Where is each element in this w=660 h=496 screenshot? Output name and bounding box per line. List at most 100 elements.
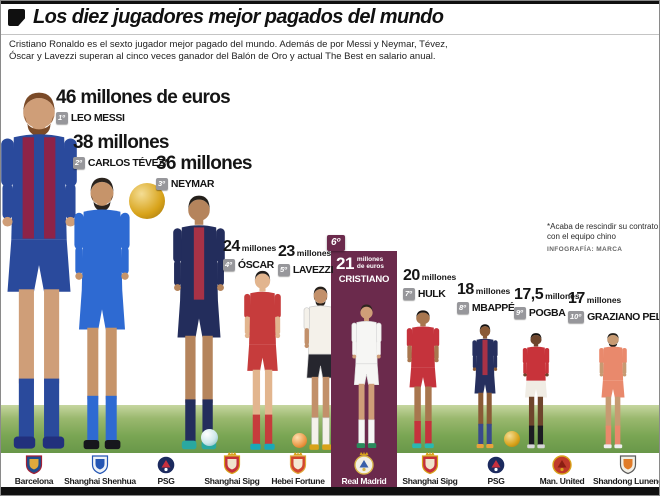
header: Los diez jugadores mejor pagados del mun… (1, 4, 659, 34)
salary-unit: millones de euros (356, 256, 385, 270)
rank-badge: 5º (278, 264, 290, 276)
club-name: PSG (157, 476, 175, 486)
man-united-crest-icon (551, 452, 573, 475)
club-name: PSG (487, 476, 505, 486)
salary-unit: millones (586, 295, 622, 305)
club-cell-barcelona: Barcelona (1, 453, 67, 489)
real-madrid-crest-icon (353, 451, 375, 475)
player-name: MBAPPÉ (471, 302, 515, 314)
rank-badge: 2º (73, 157, 85, 169)
club-cell-shandong-luneng: Shandong Luneng (592, 452, 660, 489)
player-figure-4 (232, 269, 293, 451)
salary-label-tevez: 38 millones 2º CARLOS TÉVEZ* (73, 132, 170, 169)
hebei-fortune-crest-icon (287, 451, 309, 475)
infographic-credit: INFOGRAFÍA: MARCA (547, 246, 623, 253)
club-cell-shanghai-shenhua: Shanghai Shenhua (64, 452, 136, 489)
rank-badge: 3º (156, 178, 168, 190)
salary-label-hulk: 20 millones 7º HULK (403, 267, 456, 300)
rank-badge: 9º (514, 307, 526, 319)
player-name: LAVEZZI (292, 264, 334, 276)
player-name: NEYMAR (170, 178, 215, 190)
club-strip: Barcelona Shanghai Shenhua PSG Shanghai … (1, 451, 660, 489)
salary-label-messi: 46 millones de euros 1º LEO MESSI (56, 87, 231, 124)
player-figure-5 (293, 285, 348, 451)
cristiano-salary: 21 millones de euros (331, 251, 397, 272)
barcelona-crest-icon (23, 452, 45, 475)
club-name: Shandong Luneng (592, 476, 660, 486)
club-cell-psg-2: PSG (463, 453, 529, 489)
salary-amount: 46 (56, 87, 76, 108)
club-name: Barcelona (14, 476, 54, 486)
club-name: Shanghai Sipg (402, 476, 458, 486)
salary-label-neymar: 36 millones 3º NEYMAR (156, 153, 253, 190)
section-bullet-icon (8, 9, 25, 26)
salary-amount: 20 (403, 267, 420, 284)
top-border-bar (1, 1, 659, 4)
salary-amount: 17 (568, 290, 585, 307)
club-name: Man. United (539, 476, 585, 486)
club-cell-shanghai-sipg: Shanghai Sipg (199, 451, 265, 489)
football (292, 433, 307, 448)
rank-badge: 8º (457, 302, 469, 314)
intro-line-1: Cristiano Ronaldo es el sexto jugador me… (9, 39, 448, 50)
player-figure-9 (514, 332, 558, 449)
intro-text: Cristiano Ronaldo es el sexto jugador me… (9, 39, 469, 62)
bottom-border-bar (1, 487, 659, 495)
salary-unit: millones (180, 153, 252, 174)
salary-unit: millones (545, 291, 580, 301)
intro-line-2: Óscar y Lavezzi superan al cinco veces g… (9, 50, 436, 62)
football (504, 431, 520, 447)
rank-badge: 10º (568, 311, 585, 323)
salary-unit: millones de euros (80, 87, 230, 108)
club-cell-psg: PSG (133, 453, 199, 489)
player-name: POGBA (528, 307, 566, 319)
club-cell-real-madrid: Real Madrid (331, 451, 397, 489)
rank-badge: 1º (56, 112, 68, 124)
player-name: ÓSCAR (237, 259, 274, 271)
footnote: *Acaba de rescindir su contrato con el e… (547, 222, 659, 255)
salary-label-mbappe: 18 millones 8º MBAPPÉ (457, 281, 515, 314)
salary-amount: 38 (73, 132, 93, 153)
shanghai-sipg-crest-icon (419, 451, 441, 475)
header-divider (1, 34, 659, 35)
player-name: GRAZIANO PELLÉ (587, 311, 659, 323)
rank-badge: 7º (403, 288, 415, 300)
psg-crest-icon (155, 452, 177, 475)
salary-unit: millones (296, 248, 332, 258)
club-cell-shanghai-sipg-2: Shanghai Sipg (397, 451, 463, 489)
psg-crest-icon (485, 452, 507, 475)
club-cell-hebei-fortune: Hebei Fortune (265, 451, 331, 489)
shandong-luneng-crest-icon (617, 452, 639, 475)
player-figure-8 (464, 323, 506, 449)
player-figure-3 (156, 193, 242, 451)
player-figure-10 (590, 332, 636, 449)
salary-amount: 36 (156, 153, 176, 174)
salary-amount: 23 (278, 243, 295, 260)
player-name: CARLOS TÉVEZ* (87, 157, 168, 169)
club-name: Shanghai Sipg (204, 476, 260, 486)
player-name: LEO MESSI (70, 112, 125, 124)
salary-unit: millones (97, 132, 169, 153)
salary-label-pogba: 17,5 millones 9º POGBA (514, 286, 580, 319)
player-figure-7 (396, 309, 450, 449)
footnote-line-2: con el equipo chino (547, 231, 616, 241)
salary-unit: millones (421, 272, 457, 282)
football (201, 429, 218, 446)
salary-amount: 24 (223, 238, 240, 255)
club-name: Shanghai Shenhua (64, 476, 136, 486)
player-figure-6 (342, 303, 391, 449)
footnote-line-1: *Acaba de rescindir su contrato (547, 222, 659, 231)
salary-label-lavezzi: 23 millones 5º LAVEZZI (278, 243, 333, 276)
salary-label-oscar: 24 millones 4º ÓSCAR (223, 238, 276, 271)
rank-badge: 4º (223, 259, 235, 271)
shanghai-shenhua-crest-icon (89, 452, 111, 475)
player-figure-2 (56, 175, 148, 451)
salary-amount: 21 (336, 254, 354, 273)
club-name: Real Madrid (341, 476, 387, 486)
shanghai-sipg-crest-icon (221, 451, 243, 475)
player-name: HULK (417, 288, 446, 300)
club-name: Hebei Fortune (271, 476, 325, 486)
salary-unit: millones (241, 243, 277, 253)
